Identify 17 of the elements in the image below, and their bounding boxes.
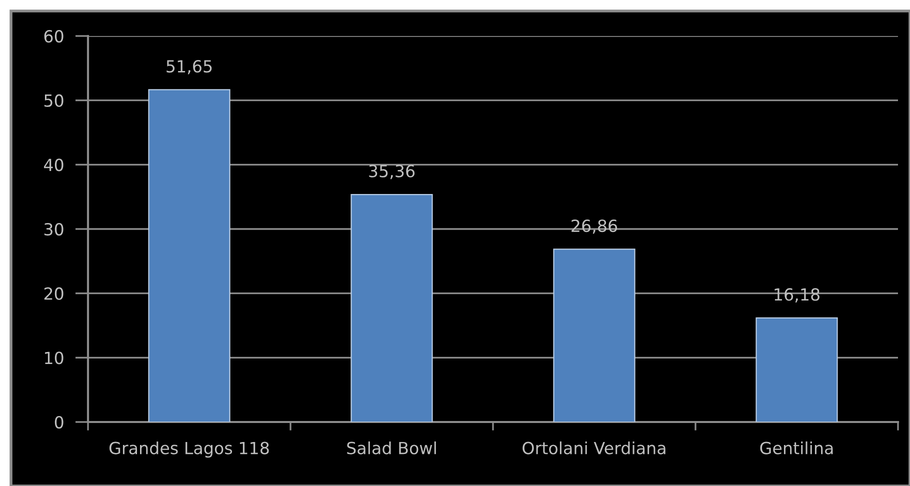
y-tick-label: 60 bbox=[44, 30, 64, 43]
y-tick-label: 40 bbox=[44, 158, 64, 172]
data-label: 35,36 bbox=[369, 164, 415, 180]
x-tick-label: Gentilina bbox=[760, 441, 833, 454]
bar bbox=[553, 248, 636, 422]
x-tick-label: Ortolani Verdiana bbox=[522, 441, 666, 454]
y-tick-label: 20 bbox=[44, 287, 64, 300]
y-tick-label: 30 bbox=[44, 222, 64, 236]
bar bbox=[350, 194, 433, 422]
data-label: 51,65 bbox=[166, 60, 212, 74]
y-tick-label: 50 bbox=[44, 94, 64, 107]
x-tick-label: Salad Bowl bbox=[347, 441, 436, 454]
x-tick-label: Grandes Lagos 118 bbox=[109, 441, 269, 458]
y-tick-label: 10 bbox=[45, 352, 64, 364]
bar bbox=[756, 317, 838, 422]
bar bbox=[148, 89, 230, 422]
y-tick-label: 0 bbox=[54, 416, 64, 429]
